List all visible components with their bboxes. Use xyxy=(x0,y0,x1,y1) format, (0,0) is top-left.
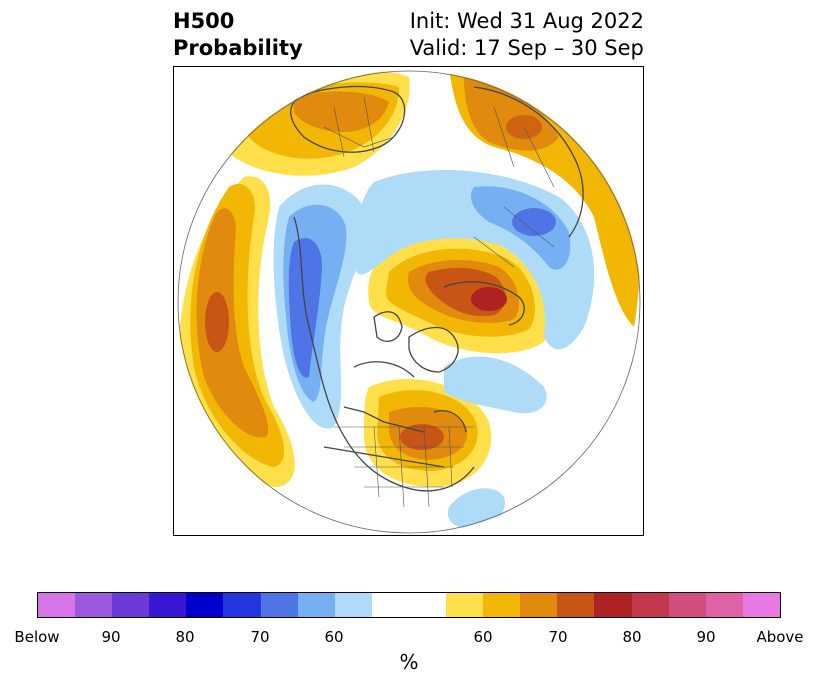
colorbar-segment xyxy=(483,593,521,617)
chart-title-right: Init: Wed 31 Aug 2022 Valid: 17 Sep – 30… xyxy=(410,8,644,62)
colorbar-segment xyxy=(446,593,484,617)
colorbar-unit-label: % xyxy=(399,650,419,674)
map-panel xyxy=(173,66,644,536)
colorbar-segment xyxy=(742,593,780,617)
colorbar-segment xyxy=(112,593,150,617)
anomaly-central-above xyxy=(368,237,551,354)
colorbar-tick: 90 xyxy=(696,628,716,646)
chart-title-left: H500 Probability xyxy=(173,8,303,62)
colorbar-tick: 70 xyxy=(250,628,270,646)
anomaly-arctic-below xyxy=(353,170,595,350)
colorbar-segment xyxy=(75,593,113,617)
init-date: Init: Wed 31 Aug 2022 xyxy=(409,9,644,33)
colorbar-segment xyxy=(631,593,669,617)
valid-range: Valid: 17 Sep – 30 Sep xyxy=(409,36,644,60)
probability-map xyxy=(177,70,641,534)
anomaly-atlantic-below xyxy=(444,356,547,529)
colorbar-segment xyxy=(705,593,743,617)
colorbar-tick: 60 xyxy=(324,628,344,646)
colorbar-segment xyxy=(668,593,706,617)
colorbar-segment xyxy=(334,593,372,617)
title-variable: H500 xyxy=(173,9,235,33)
anomaly-west-below xyxy=(273,184,367,429)
colorbar-tick: 80 xyxy=(175,628,195,646)
colorbar-segment xyxy=(223,593,261,617)
political-boundaries xyxy=(323,96,555,508)
colorbar-tick-above: Above xyxy=(756,628,804,646)
colorbar-segment xyxy=(38,593,76,617)
colorbar xyxy=(37,592,781,618)
colorbar-tick: 80 xyxy=(622,628,642,646)
colorbar-segment xyxy=(149,593,187,617)
colorbar-tick-below: Below xyxy=(14,628,60,646)
anomaly-pacific-above xyxy=(178,176,295,487)
colorbar-tick: 60 xyxy=(473,628,493,646)
colorbar-tick: 70 xyxy=(548,628,568,646)
colorbar-segment-neutral xyxy=(371,593,447,617)
colorbar-segment xyxy=(557,593,595,617)
title-metric: Probability xyxy=(173,36,303,60)
colorbar-segment xyxy=(297,593,335,617)
colorbar-segment xyxy=(594,593,632,617)
colorbar-segment xyxy=(520,593,558,617)
colorbar-segment xyxy=(186,593,224,617)
colorbar-segment xyxy=(260,593,298,617)
colorbar-tick: 90 xyxy=(101,628,121,646)
